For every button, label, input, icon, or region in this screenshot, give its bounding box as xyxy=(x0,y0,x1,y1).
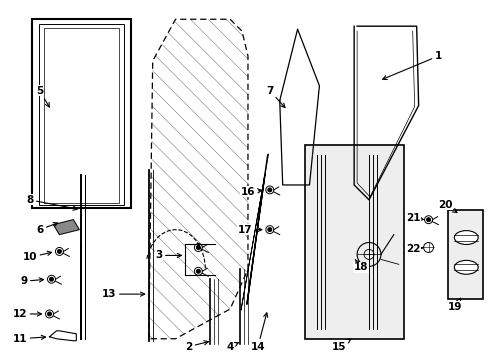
Text: 2: 2 xyxy=(184,341,208,352)
Text: 16: 16 xyxy=(240,187,261,197)
Text: 3: 3 xyxy=(155,251,181,260)
Text: 10: 10 xyxy=(22,251,51,262)
Text: 6: 6 xyxy=(36,222,58,235)
Text: 15: 15 xyxy=(331,339,350,352)
Circle shape xyxy=(49,277,53,281)
Text: 8: 8 xyxy=(26,195,77,210)
Circle shape xyxy=(267,188,271,192)
Bar xyxy=(39,24,123,205)
Bar xyxy=(32,19,131,208)
Text: 4: 4 xyxy=(226,342,238,352)
Ellipse shape xyxy=(453,260,477,274)
Ellipse shape xyxy=(453,231,477,244)
Bar xyxy=(304,145,403,339)
Circle shape xyxy=(57,249,61,253)
Text: 19: 19 xyxy=(447,298,462,312)
Text: 22: 22 xyxy=(406,244,422,255)
Circle shape xyxy=(426,218,429,222)
Text: 5: 5 xyxy=(36,86,49,107)
Text: 13: 13 xyxy=(102,289,144,299)
Text: 14: 14 xyxy=(250,313,267,352)
Polygon shape xyxy=(53,220,79,235)
Text: 7: 7 xyxy=(265,86,285,108)
Text: 9: 9 xyxy=(20,276,43,286)
Circle shape xyxy=(267,228,271,231)
Text: 21: 21 xyxy=(406,213,424,223)
Circle shape xyxy=(47,312,51,316)
Text: 18: 18 xyxy=(353,260,367,272)
Circle shape xyxy=(196,246,200,249)
Bar xyxy=(43,28,119,203)
Text: 11: 11 xyxy=(13,334,45,344)
Text: 17: 17 xyxy=(237,225,261,235)
Text: 12: 12 xyxy=(13,309,41,319)
Text: 1: 1 xyxy=(382,51,441,80)
Circle shape xyxy=(196,269,200,273)
Bar xyxy=(447,210,482,299)
Text: 20: 20 xyxy=(437,200,456,212)
